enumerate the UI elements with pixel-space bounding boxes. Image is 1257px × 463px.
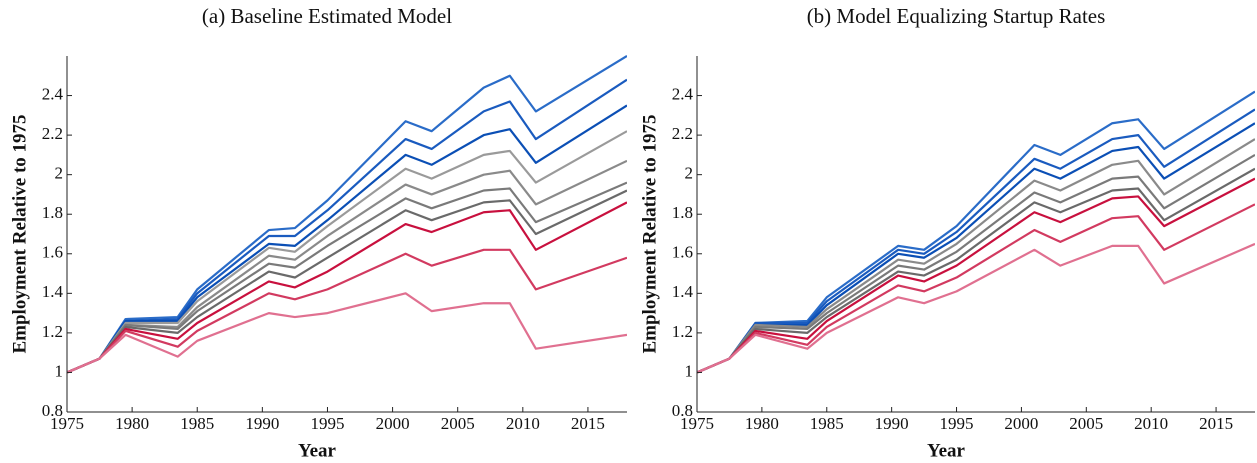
x-tick-label: 2005 xyxy=(441,414,475,433)
y-tick-label: 1.6 xyxy=(672,243,693,262)
x-tick-label: 2010 xyxy=(506,414,540,433)
x-axis-label: Year xyxy=(927,440,966,461)
panel: (a) Baseline Estimated Model Year Employme… xyxy=(9,4,627,461)
y-tick-label: 1.4 xyxy=(42,282,64,301)
panel: (b) Model Equalizing Startup Rates Year Em… xyxy=(639,4,1255,461)
x-tick-label: 2000 xyxy=(1004,414,1038,433)
series-line xyxy=(67,78,627,374)
series-line xyxy=(697,153,1255,374)
series-line xyxy=(697,138,1255,374)
y-tick-label: 2.4 xyxy=(42,84,64,103)
y-tick-label: 2 xyxy=(55,164,64,183)
x-tick-label: 1990 xyxy=(875,414,909,433)
x-tick-label: 2015 xyxy=(1199,414,1233,433)
y-tick-label: 0.8 xyxy=(672,401,693,420)
y-tick-label: 1.8 xyxy=(42,203,63,222)
series-line xyxy=(67,181,627,374)
y-tick-label: 1.8 xyxy=(672,203,693,222)
series-line xyxy=(67,130,627,374)
x-tick-label: 1980 xyxy=(745,414,779,433)
y-tick-label: 1.2 xyxy=(672,322,693,341)
x-tick-label: 2005 xyxy=(1069,414,1103,433)
x-tick-label: 2000 xyxy=(376,414,410,433)
x-tick-label: 1995 xyxy=(310,414,344,433)
y-tick-label: 2.2 xyxy=(42,124,63,143)
series-line xyxy=(67,189,627,374)
plot-lines xyxy=(697,90,1255,374)
series-line xyxy=(697,242,1255,374)
y-tick-label: 2 xyxy=(685,164,694,183)
series-line xyxy=(67,248,627,374)
y-axis-label: Employment Relative to 1975 xyxy=(639,114,660,353)
x-tick-label: 1985 xyxy=(180,414,214,433)
series-line xyxy=(697,203,1255,374)
series-line xyxy=(697,108,1255,374)
series-line xyxy=(697,177,1255,374)
plot-lines xyxy=(67,55,627,374)
x-tick-label: 1980 xyxy=(115,414,149,433)
series-line xyxy=(67,55,627,374)
x-tick-label: 1995 xyxy=(940,414,974,433)
y-tick-label: 1.6 xyxy=(42,243,63,262)
y-axis-label: Employment Relative to 1975 xyxy=(9,114,30,353)
chart-title: (a) Baseline Estimated Model xyxy=(202,4,452,28)
series-line xyxy=(67,201,627,374)
x-axis-label: Year xyxy=(298,440,337,461)
series-line xyxy=(697,167,1255,374)
x-tick-label: 1975 xyxy=(680,414,714,433)
x-tick-label: 1985 xyxy=(810,414,844,433)
y-tick-label: 1 xyxy=(55,361,64,380)
y-tick-label: 0.8 xyxy=(42,401,63,420)
x-tick-label: 1990 xyxy=(245,414,279,433)
y-tick-label: 1.4 xyxy=(672,282,694,301)
chart-title: (b) Model Equalizing Startup Rates xyxy=(807,4,1106,28)
series-line xyxy=(67,104,627,374)
series-line xyxy=(67,292,627,374)
y-tick-label: 2.2 xyxy=(672,124,693,143)
y-tick-label: 1 xyxy=(685,361,694,380)
x-tick-label: 1975 xyxy=(50,414,84,433)
y-tick-label: 1.2 xyxy=(42,322,63,341)
x-tick-label: 2010 xyxy=(1134,414,1168,433)
y-tick-label: 2.4 xyxy=(672,84,694,103)
x-tick-label: 2015 xyxy=(571,414,605,433)
